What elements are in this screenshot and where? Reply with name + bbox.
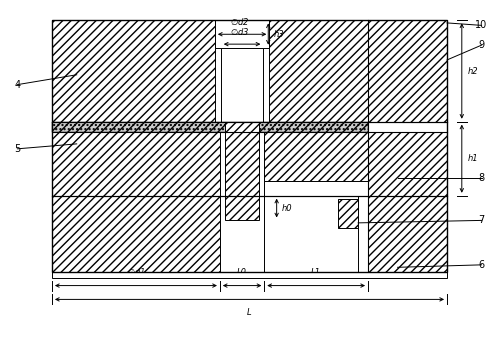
Bar	[269, 20, 368, 122]
Bar	[52, 122, 368, 132]
Bar	[220, 196, 264, 272]
Text: 4: 4	[14, 79, 20, 90]
Text: h1: h1	[468, 154, 479, 163]
Text: 9: 9	[479, 40, 485, 50]
Text: h3: h3	[274, 29, 285, 39]
Bar	[52, 122, 368, 132]
Bar	[368, 196, 447, 272]
Text: 10: 10	[476, 20, 488, 31]
Text: 8: 8	[479, 174, 485, 184]
Text: h2: h2	[468, 67, 479, 76]
Bar	[220, 132, 264, 196]
Text: $\emptyset$d1: $\emptyset$d1	[127, 266, 145, 277]
Bar	[338, 199, 358, 228]
Bar	[221, 48, 263, 122]
Text: $\emptyset$d3: $\emptyset$d3	[230, 26, 250, 37]
Text: 7: 7	[479, 215, 485, 226]
Bar	[368, 132, 447, 196]
Bar	[368, 20, 447, 122]
Bar	[215, 20, 269, 48]
Bar	[52, 272, 447, 278]
Bar	[225, 122, 259, 220]
Text: L: L	[247, 308, 252, 317]
Text: L0: L0	[237, 268, 247, 277]
Bar	[52, 196, 220, 272]
Bar	[264, 181, 368, 272]
Bar	[52, 132, 220, 196]
Bar	[52, 20, 447, 272]
Bar	[264, 132, 368, 196]
Text: h0: h0	[281, 204, 292, 213]
Text: L1: L1	[311, 268, 321, 277]
Text: 6: 6	[479, 260, 485, 270]
Text: 5: 5	[14, 144, 20, 154]
Bar	[264, 181, 368, 196]
Text: $\emptyset$d2: $\emptyset$d2	[230, 16, 250, 27]
Bar	[52, 20, 215, 122]
